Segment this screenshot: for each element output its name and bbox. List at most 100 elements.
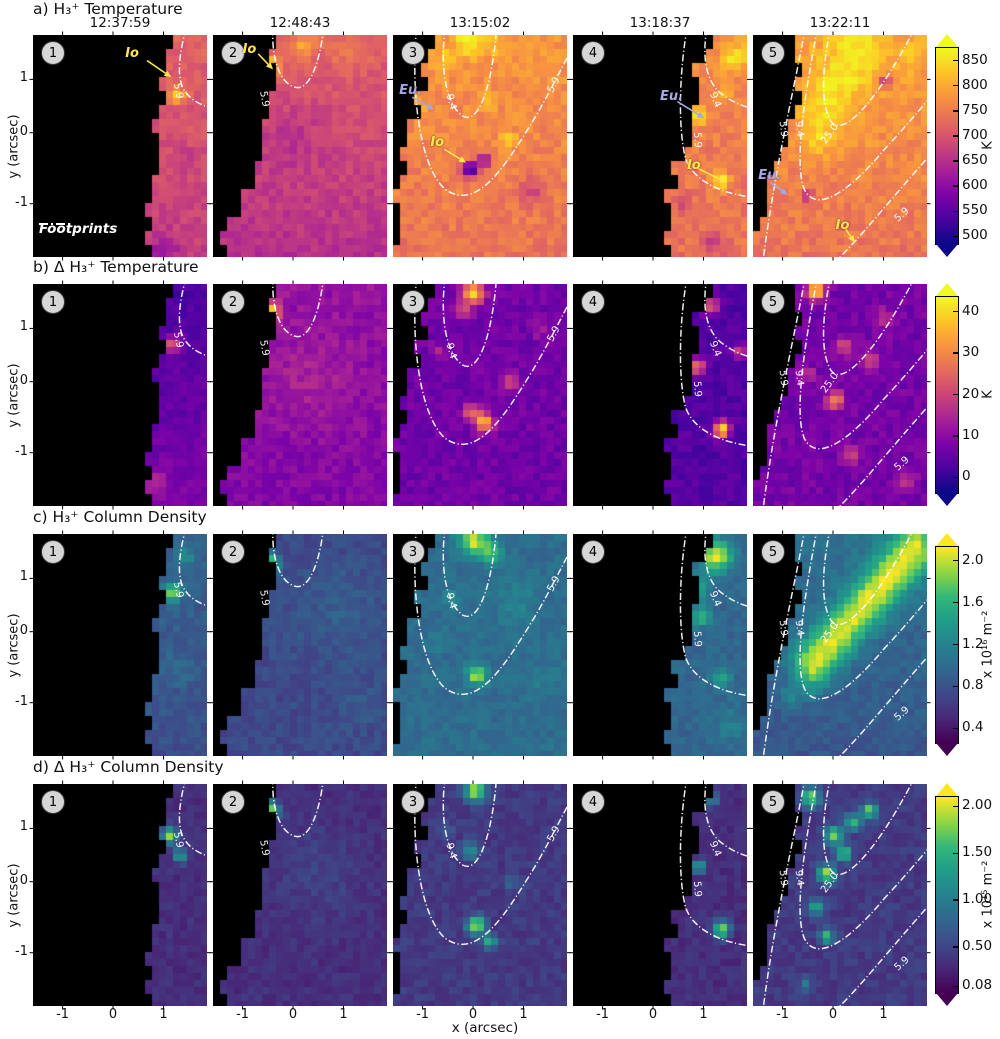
panel-badge: 1	[41, 790, 65, 814]
panel-c5: 5.9 9.4 25.0 5.9 5	[749, 526, 933, 764]
footprint-contour-5.9	[679, 277, 753, 447]
panel-overlay-d1	[29, 777, 213, 1010]
y-tick-label: 1	[19, 569, 28, 585]
annotation-arrow-head	[780, 188, 788, 195]
annotation-arrow-head	[458, 156, 467, 163]
panel-overlay-c5	[749, 526, 933, 764]
contour-label: 9.4	[792, 369, 806, 387]
colorbar-tick-mark	[953, 84, 958, 87]
panel-overlay-d5	[749, 776, 933, 1014]
panel-badge: 1	[41, 41, 65, 65]
x-tick-label: 1	[159, 1007, 168, 1022]
colorbar-unit-b: K	[980, 390, 996, 399]
colorbar-tick-mark	[953, 110, 958, 112]
x-tick-label: 1	[339, 1007, 348, 1022]
annotation-arrow-line	[146, 59, 167, 74]
colorbar-tick-label: 2.00	[962, 797, 993, 814]
row-title-c: c) H₃⁺ Column Density	[33, 508, 207, 526]
footprint-contour-9.4	[704, 777, 753, 859]
panel-d1: 5.9 1	[29, 777, 213, 1010]
axis-ticks	[209, 31, 391, 261]
x-tick-label: -1	[416, 1007, 430, 1022]
axis-ticks	[569, 31, 751, 261]
x-tick-label: 1	[879, 1007, 888, 1022]
panel-overlay-c4	[569, 527, 753, 760]
colorbar-unit-c: x 10¹⁶ m⁻²	[980, 610, 996, 679]
colorbar-tick-mark	[953, 899, 958, 901]
colorbar-tick-mark	[953, 685, 958, 688]
heatmap-c1	[33, 534, 207, 756]
panel-a3: Eu. Io 9.4 5.9 3	[389, 28, 573, 261]
colorbar-tick-mark	[953, 310, 958, 313]
x-tick-label: -1	[236, 1007, 250, 1022]
contour-label: 5.9	[691, 631, 704, 648]
annotation-arrow-line	[697, 167, 722, 181]
colorbar-tick-label: 1.6	[962, 593, 984, 610]
colorbar-c	[936, 547, 958, 743]
heatmap-d4	[573, 784, 747, 1006]
contour-label: 9.4	[792, 120, 806, 138]
x-axis-label: x (arcsec)	[451, 1020, 519, 1036]
footprints-legend: Footprints	[39, 221, 117, 237]
colorbar-tick-mark	[953, 185, 958, 187]
panel-badge: 5	[761, 290, 785, 314]
footprint-contour-25.0	[822, 276, 916, 376]
colorbar-a	[936, 48, 958, 244]
colorbar-tick-label: 10	[962, 426, 980, 443]
panel-badge: 2	[221, 790, 245, 814]
x-tick-label: -1	[596, 1007, 610, 1022]
y-tick-label: 1	[19, 819, 28, 835]
annotation-arrow-line	[411, 96, 429, 107]
axis-ticks	[389, 280, 571, 510]
annotation-io: Io	[242, 41, 257, 57]
row-title-a: a) H₃⁺ Temperature	[33, 0, 183, 18]
x-tick-label: -1	[776, 1007, 790, 1022]
footprint-contour-25.0	[822, 526, 916, 626]
panel-badge: 4	[581, 290, 605, 314]
y-axis-label: y (arcsec)	[6, 363, 22, 428]
colorbar-arrow-top-d	[936, 783, 958, 796]
footprint-contour-9.4	[799, 277, 933, 450]
colorbar-arrow-top-a	[936, 34, 958, 47]
time-label: 12:48:43	[269, 15, 331, 31]
annotation-arrow-head	[426, 103, 434, 110]
panel-overlay-b4	[569, 277, 753, 510]
colorbar-tick-mark	[953, 160, 958, 162]
annotation-arrow-head	[848, 234, 855, 243]
time-label: 13:22:11	[809, 15, 871, 31]
panel-d2: 5.9 2	[209, 777, 391, 1010]
axis-ticks	[569, 780, 751, 1010]
y-tick-label: -1	[15, 943, 28, 959]
row-title-b: b) Δ H₃⁺ Temperature	[33, 258, 199, 276]
x-tick-label: 1	[519, 1007, 528, 1022]
colorbar-tick-mark	[953, 59, 958, 62]
footprint-contour-9.4	[799, 777, 933, 950]
footprint-contour-9.4	[704, 277, 753, 359]
panel-c3: 9.4 5.9 3	[389, 527, 573, 760]
heatmap-b2	[213, 284, 387, 506]
contour-label: 9.4	[792, 619, 806, 637]
annotation-arrow-line	[443, 148, 461, 160]
colorbar-tick-label: 1.00	[962, 891, 993, 908]
panel-b1: 5.9 1	[29, 277, 213, 510]
heatmap-a4	[573, 35, 747, 257]
annotation-arrow-line	[257, 53, 269, 65]
axis-ticks	[209, 280, 391, 510]
axis-ticks	[749, 780, 931, 1010]
colorbar-d	[936, 797, 958, 993]
panel-overlay-a2	[209, 28, 391, 261]
axis-ticks	[569, 530, 751, 760]
heatmap-a3	[393, 35, 567, 257]
panel-badge: 5	[761, 790, 785, 814]
footprint-contour-5.9	[761, 277, 806, 513]
y-axis-label: y (arcsec)	[6, 114, 22, 179]
footprint-contour-5.9	[832, 651, 933, 764]
contour-label: 5.9	[691, 881, 704, 898]
colorbar-tick-label: 1.2	[962, 635, 984, 652]
footprint-contour-5.9	[178, 527, 213, 609]
footprint-contour-5.9	[414, 777, 573, 945]
colorbar-tick-label: 750	[962, 101, 988, 118]
y-tick-label: 0	[19, 123, 28, 139]
panel-overlay-b5	[749, 276, 933, 514]
x-tick-label: 1	[699, 1007, 708, 1022]
